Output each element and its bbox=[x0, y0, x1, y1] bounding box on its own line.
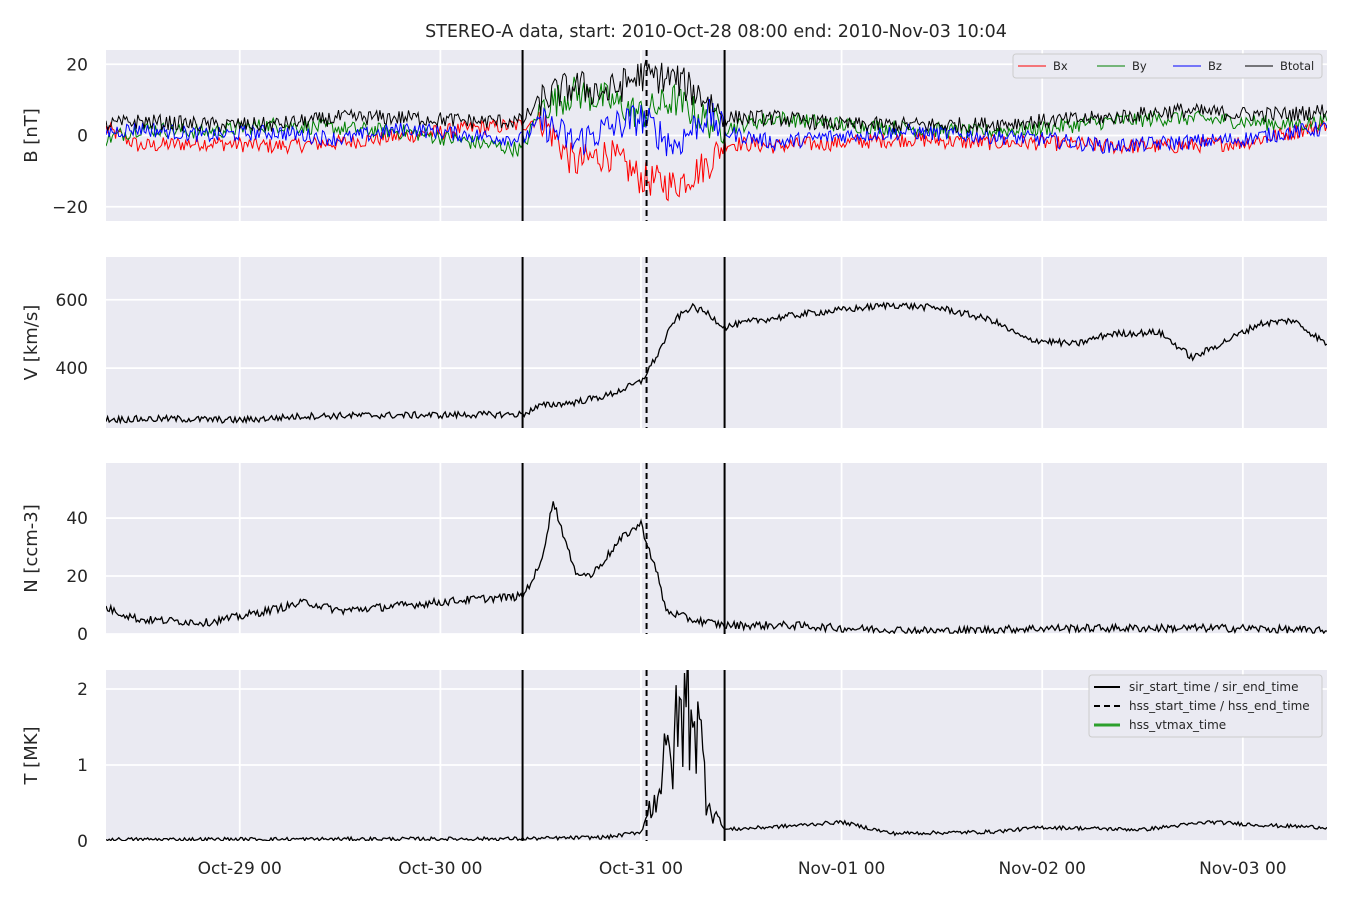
chart-title: STEREO-A data, start: 2010-Oct-28 08:00 … bbox=[425, 22, 1007, 42]
x-axis: Oct-29 00 Oct-30 00 Oct-31 00 Nov-01 00 Nov-… bbox=[198, 859, 1287, 879]
legend-events: sir_start_time / sir_end_time hss_start_t… bbox=[1088, 674, 1323, 738]
y-tick-label: 0 bbox=[77, 625, 88, 645]
panel-4: 0 1 2 T [MK] sir_start_time / sir_end_timehs… bbox=[21, 670, 1327, 852]
legend-box bbox=[1088, 674, 1323, 738]
series-line-bz bbox=[106, 98, 1327, 157]
panel-2: 400 600 V [km/s] bbox=[21, 257, 1327, 428]
y-tick-label: 2 bbox=[77, 680, 88, 700]
legend-b: Bx By Bz Btotal bbox=[1012, 53, 1323, 79]
x-tick-label: Nov-01 00 bbox=[798, 859, 886, 879]
legend-label: sir_start_time / sir_end_time bbox=[1129, 680, 1299, 694]
y-tick-label: 20 bbox=[66, 55, 88, 75]
series-line bbox=[106, 670, 1327, 841]
y-tick-label: 1 bbox=[77, 756, 88, 776]
y-tick-label: 20 bbox=[66, 567, 88, 587]
legend-label: By bbox=[1132, 59, 1147, 73]
y-tick-label: 0 bbox=[77, 832, 88, 852]
legend-label: Bx bbox=[1053, 59, 1068, 73]
x-tick-label: Oct-31 00 bbox=[599, 859, 683, 879]
series-line-bx bbox=[106, 111, 1327, 202]
plot-area bbox=[106, 257, 1327, 428]
legend-label: Bz bbox=[1208, 59, 1222, 73]
y-tick-label: 600 bbox=[56, 291, 88, 311]
x-tick-label: Oct-30 00 bbox=[398, 859, 482, 879]
series-line bbox=[106, 301, 1327, 425]
x-tick-label: Nov-02 00 bbox=[998, 859, 1086, 879]
legend-label: hss_start_time / hss_end_time bbox=[1129, 699, 1310, 713]
y-tick-label: 0 bbox=[77, 127, 88, 147]
panel-1: −20 0 20 B [nT] Bx By Bz Btotal bbox=[21, 50, 1327, 221]
y-tick-label: 400 bbox=[56, 359, 88, 379]
series-line bbox=[106, 501, 1327, 634]
legend-box bbox=[1012, 53, 1323, 79]
series-line-btotal bbox=[106, 59, 1327, 134]
legend-label: Btotal bbox=[1280, 59, 1314, 73]
y-axis-label: N [ccm-3] bbox=[21, 504, 42, 593]
y-tick-label: 40 bbox=[66, 509, 88, 529]
y-axis-label: V [km/s] bbox=[21, 305, 42, 380]
panel-3: 0 20 40 N [ccm-3] bbox=[21, 463, 1327, 645]
x-tick-label: Oct-29 00 bbox=[198, 859, 282, 879]
legend-label: hss_vtmax_time bbox=[1129, 718, 1226, 732]
y-axis-label: B [nT] bbox=[21, 108, 42, 163]
y-axis-label: T [MK] bbox=[21, 726, 42, 785]
x-tick-label: Nov-03 00 bbox=[1199, 859, 1287, 879]
y-tick-label: −20 bbox=[52, 198, 88, 218]
